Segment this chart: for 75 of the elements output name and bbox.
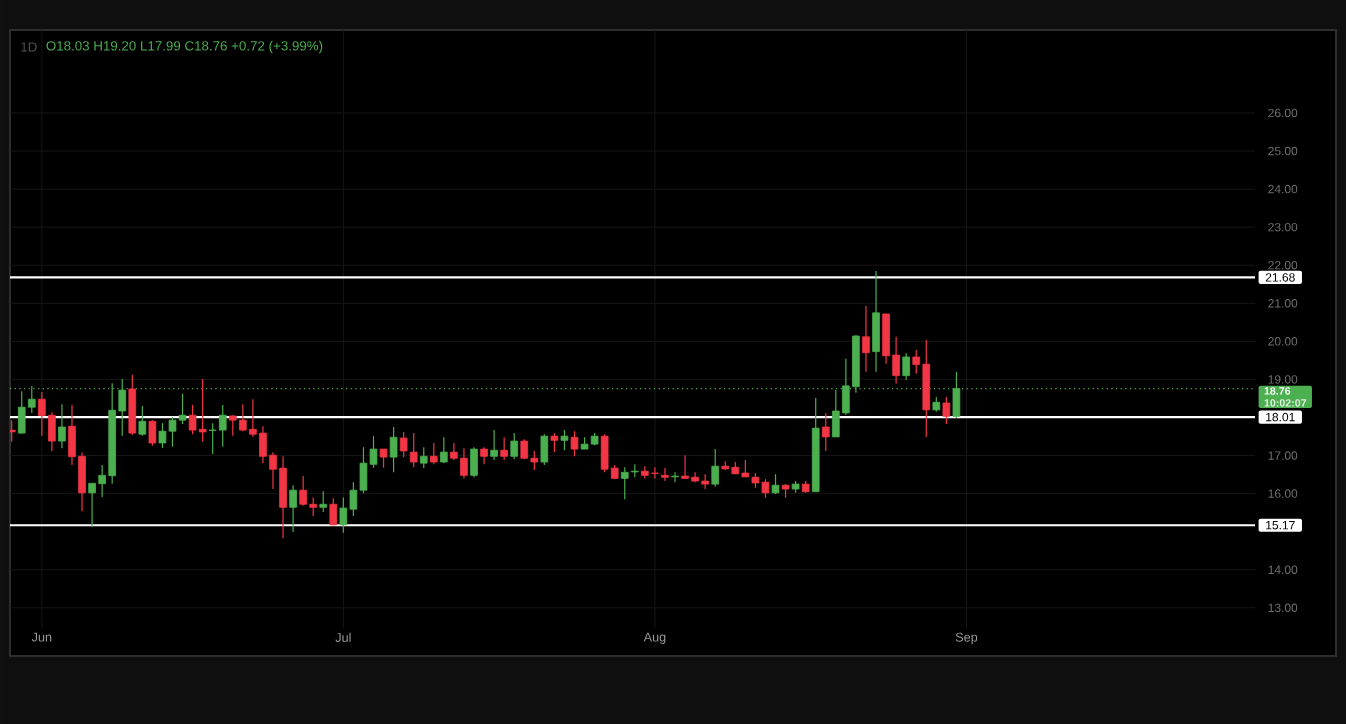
ref-line-label: 15.17	[1266, 521, 1295, 530]
candlestick	[208, 422, 217, 455]
candlestick	[671, 471, 679, 483]
candlestick	[661, 467, 669, 482]
y-tick-label: 13.00	[1268, 603, 1298, 613]
ref-line-label: 18.76	[1264, 387, 1291, 395]
candlestick	[711, 448, 720, 487]
candlestick	[912, 349, 921, 375]
candlestick	[761, 478, 770, 499]
y-tick-label: 17.00	[1268, 451, 1298, 460]
candlestick	[862, 305, 870, 373]
y-tick-label: 26.00	[1268, 108, 1298, 118]
candlestick	[500, 436, 508, 461]
y-tick-label: 23.00	[1268, 222, 1298, 232]
candlestick	[460, 447, 468, 479]
candlestick	[299, 475, 307, 507]
candlestick	[249, 398, 257, 438]
x-tick-label: Jun	[31, 632, 52, 642]
candlestick	[138, 405, 147, 437]
candlestick	[228, 414, 237, 437]
text: O18.03 H19.20 L17.99 C18.76 +0.72 (+3.99%)	[46, 40, 323, 54]
candlestick	[419, 446, 428, 469]
candlestick	[309, 496, 318, 517]
candlestick	[38, 391, 46, 437]
candlestick	[339, 496, 348, 534]
candlestick	[620, 466, 629, 500]
candlestick	[88, 482, 96, 528]
candlestick	[942, 396, 951, 425]
candlestick	[269, 451, 277, 490]
candlestick	[239, 403, 247, 432]
candlestick	[560, 429, 569, 451]
candlestick	[58, 403, 66, 449]
candlestick	[148, 419, 157, 447]
y-tick-label: 24.00	[1268, 184, 1298, 194]
candlestick	[681, 454, 689, 479]
candlestick	[329, 497, 338, 526]
y-tick-label: 19.00	[1268, 375, 1298, 384]
candlestick	[218, 404, 227, 448]
candlestick	[198, 378, 207, 443]
ref-line-label: 18.01	[1266, 412, 1295, 422]
text: 10:02:07	[1264, 399, 1307, 407]
candlestick	[389, 426, 398, 473]
candlestick	[651, 466, 659, 479]
candlestick	[510, 432, 519, 460]
candlestick	[530, 450, 539, 471]
y-tick-label: 16.00	[1268, 489, 1298, 498]
ref-line-label: 21.68	[1265, 273, 1295, 282]
candlestick	[188, 404, 197, 435]
candlestick	[289, 484, 297, 533]
x-tick-label: Aug	[643, 632, 666, 645]
candlestick	[550, 432, 559, 453]
candlestick	[490, 429, 498, 461]
y-tick-label: 22.00	[1268, 260, 1298, 270]
candlestick	[409, 432, 418, 468]
candlestick	[570, 430, 579, 457]
candlestick	[641, 465, 649, 479]
candlestick	[319, 490, 328, 513]
candlestick	[98, 464, 106, 498]
candlestick	[379, 448, 388, 469]
candlestick	[902, 352, 910, 381]
y-tick-label: 25.00	[1268, 146, 1298, 156]
y-tick-label: 21.00	[1268, 299, 1298, 308]
candlestick	[27, 385, 36, 414]
candlestick	[399, 431, 408, 458]
candlestick	[821, 412, 830, 452]
y-tick-label: 14.00	[1268, 565, 1298, 574]
candlestick	[440, 436, 448, 464]
text: 1D	[21, 42, 37, 52]
candlestick	[892, 336, 900, 385]
x-tick-label: Jul	[335, 632, 351, 642]
candlestick	[259, 425, 267, 464]
candlestick	[349, 481, 358, 517]
x-tick-label: Sep	[955, 632, 978, 645]
y-tick-label: 20.00	[1268, 337, 1298, 346]
candlestick	[429, 442, 438, 465]
